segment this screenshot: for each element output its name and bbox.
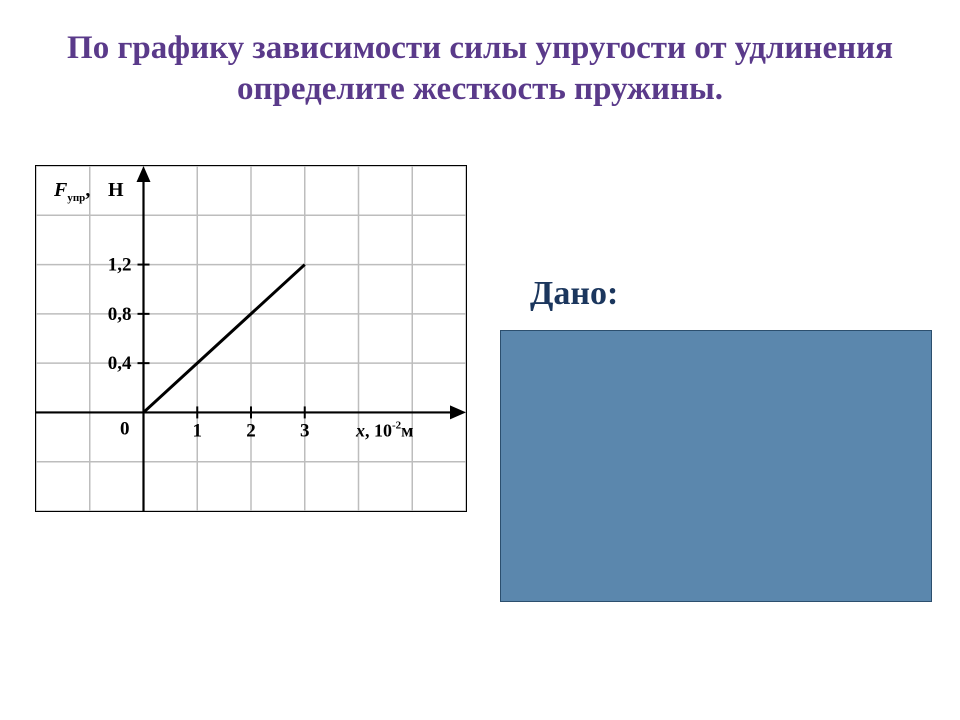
svg-text:2: 2 bbox=[246, 420, 256, 441]
force-extension-chart: 0,4 0,8 1,2 1 2 3 0 Fупр, Нx, 10-2м bbox=[36, 166, 466, 511]
answer-box bbox=[500, 330, 932, 602]
svg-text:Н: Н bbox=[108, 179, 124, 201]
given-label: Дано: bbox=[530, 275, 618, 313]
svg-text:1,2: 1,2 bbox=[108, 255, 132, 276]
svg-text:1: 1 bbox=[193, 420, 203, 441]
problem-title: По графику зависимости силы упругости от… bbox=[40, 28, 920, 111]
svg-text:0,4: 0,4 bbox=[108, 353, 132, 374]
svg-text:3: 3 bbox=[300, 420, 310, 441]
svg-text:Fупр,: Fупр, bbox=[53, 179, 90, 204]
svg-text:0,8: 0,8 bbox=[108, 304, 132, 325]
svg-text:x, 10-2м: x, 10-2м bbox=[355, 419, 413, 440]
svg-text:0: 0 bbox=[120, 418, 130, 439]
chart-container: 0,4 0,8 1,2 1 2 3 0 Fупр, Нx, 10-2м bbox=[35, 165, 467, 512]
